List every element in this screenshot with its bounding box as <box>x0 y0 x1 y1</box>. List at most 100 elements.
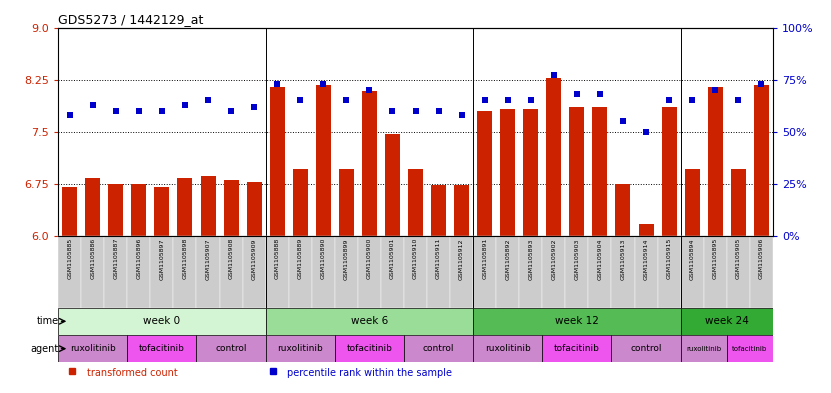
Bar <box>730 169 745 236</box>
Text: ruxolitinib: ruxolitinib <box>484 344 530 353</box>
Bar <box>312 236 335 308</box>
Bar <box>224 180 238 236</box>
Bar <box>58 308 266 335</box>
Text: ruxolitinib: ruxolitinib <box>686 346 721 352</box>
Text: GSM1105887: GSM1105887 <box>113 238 118 279</box>
Bar <box>62 187 77 236</box>
Text: GSM1105915: GSM1105915 <box>666 238 671 279</box>
Bar <box>408 169 423 236</box>
Text: time: time <box>37 316 59 326</box>
Text: GSM1105901: GSM1105901 <box>390 238 395 279</box>
Text: tofacitinib: tofacitinib <box>732 346 767 352</box>
Text: tofacitinib: tofacitinib <box>139 344 184 353</box>
Bar <box>131 184 146 236</box>
Text: ruxolitinib: ruxolitinib <box>278 344 323 353</box>
Bar <box>127 335 196 362</box>
Text: GSM1105890: GSM1105890 <box>321 238 326 279</box>
Text: GSM1105897: GSM1105897 <box>160 238 165 279</box>
Text: GDS5273 / 1442129_at: GDS5273 / 1442129_at <box>58 13 204 26</box>
Bar <box>635 236 657 308</box>
Text: GSM1105898: GSM1105898 <box>183 238 188 279</box>
Bar <box>500 109 515 236</box>
Text: transformed count: transformed count <box>86 367 178 378</box>
Bar <box>565 236 588 308</box>
Text: GSM1105899: GSM1105899 <box>344 238 349 279</box>
Bar <box>543 335 612 362</box>
Bar <box>196 335 266 362</box>
Bar <box>362 91 377 236</box>
Text: tofacitinib: tofacitinib <box>554 344 600 353</box>
Text: GSM1105894: GSM1105894 <box>690 238 695 279</box>
Text: GSM1105892: GSM1105892 <box>505 238 510 279</box>
Bar <box>293 169 307 236</box>
Bar <box>316 85 331 236</box>
Text: GSM1105902: GSM1105902 <box>551 238 556 279</box>
Bar <box>657 236 681 308</box>
Bar <box>266 308 473 335</box>
Bar <box>358 236 381 308</box>
Text: percentile rank within the sample: percentile rank within the sample <box>287 367 452 378</box>
Text: control: control <box>423 344 455 353</box>
Bar <box>335 335 404 362</box>
Bar <box>339 169 354 236</box>
Bar <box>524 109 538 236</box>
Bar <box>404 335 473 362</box>
Text: GSM1105896: GSM1105896 <box>136 238 141 279</box>
Bar <box>335 236 358 308</box>
Bar <box>477 111 492 236</box>
Bar <box>496 236 519 308</box>
Bar <box>385 134 400 236</box>
Bar <box>473 236 496 308</box>
Bar <box>473 335 543 362</box>
Bar <box>86 178 101 236</box>
Bar <box>266 236 288 308</box>
Bar <box>431 185 446 236</box>
Text: GSM1105903: GSM1105903 <box>574 238 579 279</box>
Text: GSM1105914: GSM1105914 <box>643 238 648 279</box>
Text: ruxolitinib: ruxolitinib <box>70 344 116 353</box>
Text: GSM1105900: GSM1105900 <box>367 238 372 279</box>
Bar <box>108 184 123 236</box>
Bar <box>219 236 243 308</box>
Bar <box>750 236 773 308</box>
Text: GSM1105895: GSM1105895 <box>713 238 718 279</box>
Text: week 6: week 6 <box>351 316 388 326</box>
Bar <box>178 178 193 236</box>
Bar <box>81 236 104 308</box>
Text: GSM1105886: GSM1105886 <box>91 238 96 279</box>
Bar <box>754 85 769 236</box>
Bar <box>454 185 470 236</box>
Bar <box>174 236 196 308</box>
Bar <box>612 236 635 308</box>
Bar <box>681 308 773 335</box>
Bar <box>150 236 174 308</box>
Text: GSM1105904: GSM1105904 <box>597 238 602 279</box>
Text: GSM1105893: GSM1105893 <box>529 238 534 279</box>
Bar <box>427 236 450 308</box>
Bar <box>546 78 561 236</box>
Bar <box>104 236 127 308</box>
Bar <box>616 184 631 236</box>
Text: GSM1105889: GSM1105889 <box>297 238 302 279</box>
Bar <box>473 308 681 335</box>
Text: GSM1105891: GSM1105891 <box>482 238 487 279</box>
Bar <box>681 236 704 308</box>
Bar <box>612 335 681 362</box>
Text: week 12: week 12 <box>555 316 599 326</box>
Bar <box>708 86 723 236</box>
Bar <box>58 335 127 362</box>
Bar <box>288 236 312 308</box>
Bar <box>588 236 612 308</box>
Text: GSM1105911: GSM1105911 <box>436 238 441 279</box>
Text: control: control <box>215 344 247 353</box>
Text: agent: agent <box>31 343 59 354</box>
Bar <box>200 176 215 236</box>
Text: GSM1105909: GSM1105909 <box>252 238 257 279</box>
Bar <box>704 236 727 308</box>
Bar <box>266 335 335 362</box>
Bar <box>727 236 750 308</box>
Bar <box>450 236 473 308</box>
Bar <box>270 86 285 236</box>
Text: week 24: week 24 <box>705 316 749 326</box>
Text: tofacitinib: tofacitinib <box>347 344 392 353</box>
